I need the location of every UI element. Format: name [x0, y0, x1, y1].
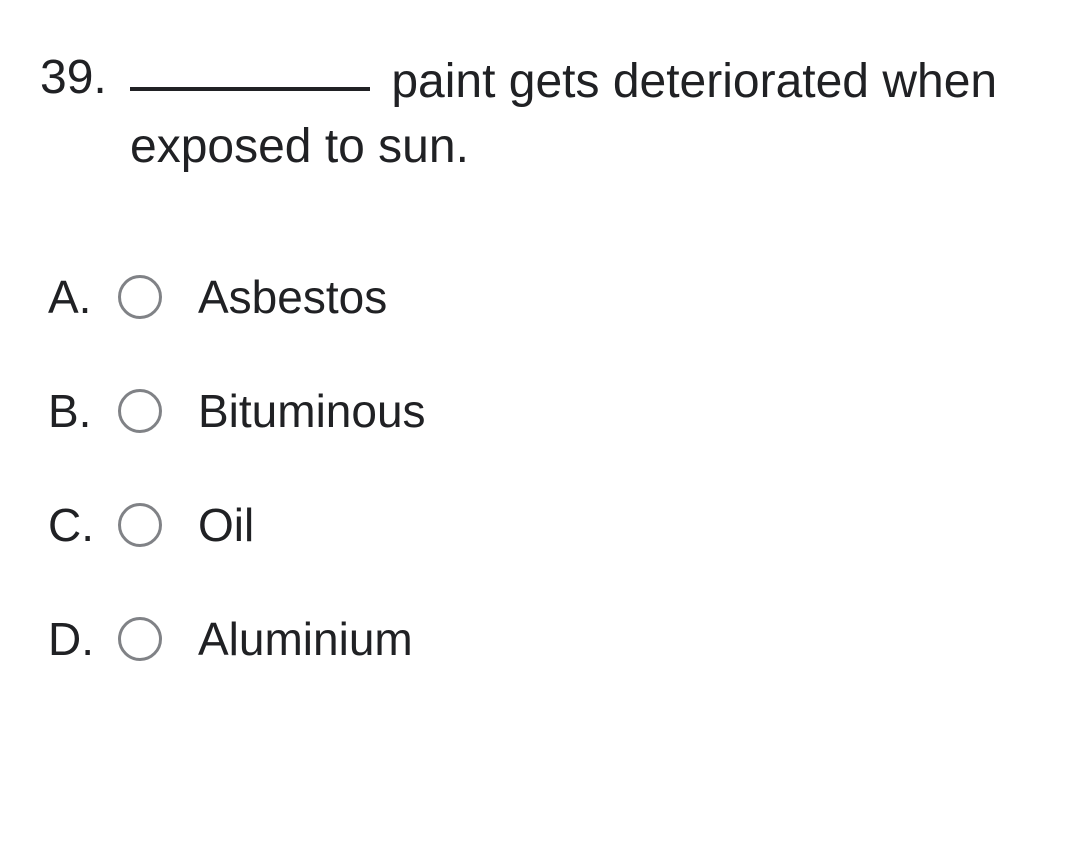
question-text: paint gets deteriorated when exposed to …	[130, 50, 1040, 180]
options-list: A. Asbestos B. Bituminous C. Oil D. Alum…	[40, 270, 1040, 666]
option-label: Asbestos	[198, 270, 387, 324]
option-letter: C.	[48, 498, 118, 552]
question-number: 39.	[40, 50, 130, 105]
option-letter: A.	[48, 270, 118, 324]
option-letter: D.	[48, 612, 118, 666]
option-row-b[interactable]: B. Bituminous	[48, 384, 1040, 438]
option-row-d[interactable]: D. Aluminium	[48, 612, 1040, 666]
option-row-c[interactable]: C. Oil	[48, 498, 1040, 552]
question-row: 39. paint gets deteriorated when exposed…	[40, 50, 1040, 180]
option-row-a[interactable]: A. Asbestos	[48, 270, 1040, 324]
radio-icon[interactable]	[118, 275, 162, 319]
option-label: Oil	[198, 498, 254, 552]
radio-icon[interactable]	[118, 389, 162, 433]
question-text-after-blank: paint gets deteriorated when exposed to …	[130, 55, 997, 173]
option-letter: B.	[48, 384, 118, 438]
radio-icon[interactable]	[118, 617, 162, 661]
option-label: Aluminium	[198, 612, 413, 666]
radio-icon[interactable]	[118, 503, 162, 547]
option-label: Bituminous	[198, 384, 426, 438]
blank-line	[130, 87, 370, 91]
